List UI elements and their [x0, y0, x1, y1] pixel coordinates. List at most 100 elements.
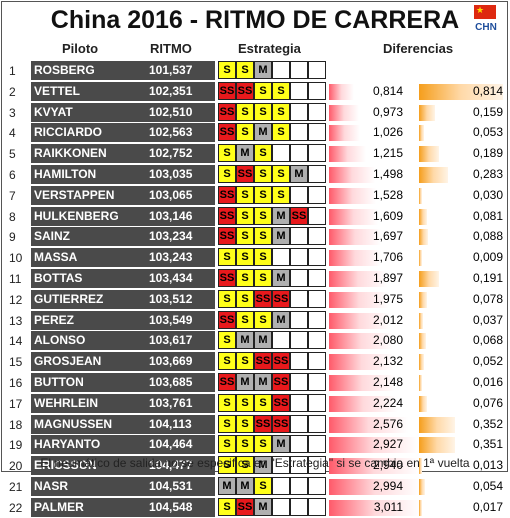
interval-bar	[419, 375, 422, 391]
position-number: 18	[9, 417, 23, 432]
gap-value: 2,576	[372, 416, 403, 431]
position-number: 7	[9, 188, 16, 203]
tyre-stint: S	[254, 165, 272, 183]
tyre-stint: S	[218, 61, 236, 79]
interval-value: 0,052	[472, 354, 503, 369]
interval-value: 0,054	[472, 479, 503, 493]
gap-bar	[329, 354, 394, 371]
tyre-stint: S	[272, 81, 290, 100]
tyre-stint	[308, 61, 326, 79]
position-number: 21	[9, 480, 23, 494]
tyre-stint	[308, 81, 326, 100]
position-number: 20	[9, 459, 23, 474]
gap-value: 1,215	[372, 146, 403, 161]
driver-name: SAINZ	[31, 227, 147, 247]
page-title: China 2016 - RITMO DE CARRERA	[50, 6, 460, 34]
driver-name: GUTIERREZ	[31, 289, 147, 309]
tyre-stint: SS	[272, 289, 290, 308]
table-row: 12 GUTIERREZ 103,512 S S SS SS 1,975 0,078	[3, 289, 505, 310]
tyre-stint	[308, 102, 326, 121]
tyre-stint: S	[218, 331, 236, 350]
tyre-stint: S	[254, 185, 272, 204]
tyre-stint: M	[272, 269, 290, 287]
gap-bar	[329, 395, 397, 412]
gap-bar	[329, 125, 360, 142]
position-number: 9	[9, 230, 16, 245]
gap-bar	[329, 83, 354, 100]
position-number: 17	[9, 396, 23, 411]
tyre-stint: S	[236, 61, 254, 79]
tyre-stint	[308, 393, 326, 412]
tyre-stint: M	[272, 435, 290, 454]
country-code: CHN	[475, 22, 497, 33]
header-pace: RITMO	[150, 41, 192, 56]
table-row: 5 RAIKKONEN 102,752 S M S 1,215 0,189	[3, 144, 505, 164]
pace-time: 103,761	[147, 393, 215, 413]
gap-bar	[329, 312, 390, 329]
tyre-stint: S	[236, 206, 254, 225]
tyre-stint: S	[236, 269, 254, 287]
tyre-stint: SS	[218, 373, 236, 391]
tyre-stint: SS	[254, 414, 272, 433]
driver-name: ALONSO	[31, 331, 147, 351]
tyre-stint: SS	[218, 310, 236, 329]
table-row: 19 HARYANTO 104,464 S S S M 2,927 0,351	[3, 435, 505, 455]
gap-value	[353, 61, 403, 80]
position-number: 16	[9, 376, 23, 390]
interval-value: 0,088	[472, 229, 503, 244]
interval-bar	[419, 125, 424, 142]
tyre-stint	[308, 352, 326, 371]
tyre-stint: S	[236, 289, 254, 308]
tyre-stint: M	[290, 165, 308, 183]
gap-value: 2,132	[372, 354, 403, 369]
interval-value: 0,013	[472, 458, 503, 473]
pace-time: 104,464	[147, 435, 215, 455]
tyre-stint: SS	[290, 206, 308, 225]
table-row: 17 WEHRLEIN 103,761 S S S SS 2,224 0,076	[3, 393, 505, 414]
driver-name: VETTEL	[31, 81, 147, 101]
tyre-stint: S	[236, 435, 254, 454]
tyre-stint: S	[218, 393, 236, 412]
tyre-stint: S	[272, 123, 290, 142]
interval-bar	[419, 479, 425, 495]
tyre-stint: S	[218, 497, 236, 516]
tyre-stint	[290, 269, 308, 287]
interval-bar	[419, 271, 439, 287]
gap-value: 2,012	[372, 312, 403, 327]
interval-bar	[419, 83, 503, 100]
tyre-stint: S	[254, 144, 272, 163]
position-number: 19	[9, 438, 23, 453]
interval-value: 0,030	[472, 187, 503, 202]
position-number: 10	[9, 251, 23, 266]
tyre-stint: SS	[272, 373, 290, 391]
pace-time: 103,234	[147, 227, 215, 247]
gap-bar	[329, 458, 419, 475]
interval-bar	[419, 104, 435, 121]
tyre-stint	[272, 497, 290, 516]
tyre-stint: S	[236, 123, 254, 142]
driver-name: VERSTAPPEN	[31, 185, 147, 205]
tyre-stint	[308, 477, 326, 495]
tyre-stint: S	[272, 102, 290, 121]
tyre-stint	[290, 310, 308, 329]
tyre-stint: M	[272, 206, 290, 225]
gap-value: 3,011	[373, 499, 403, 514]
interval-value: 0,352	[472, 416, 503, 431]
tyre-stint: S	[254, 102, 272, 121]
gap-value: 1,706	[372, 250, 403, 265]
tyre-stint: M	[236, 373, 254, 391]
gap-value: 0,973	[372, 104, 403, 119]
tyre-stint	[308, 165, 326, 183]
driver-name: PALMER	[31, 497, 147, 517]
gap-bar	[329, 208, 378, 225]
tyre-stint: S	[236, 185, 254, 204]
tyre-stint	[308, 331, 326, 350]
driver-name: NASR	[31, 477, 147, 496]
tyre-stint	[308, 123, 326, 142]
interval-value: 0,068	[472, 333, 503, 348]
tyre-stint: SS	[218, 123, 236, 142]
tyre-stint	[290, 477, 308, 495]
tyre-stint: S	[254, 248, 272, 267]
tyre-stint: SS	[236, 497, 254, 516]
tyre-stint: S	[236, 102, 254, 121]
